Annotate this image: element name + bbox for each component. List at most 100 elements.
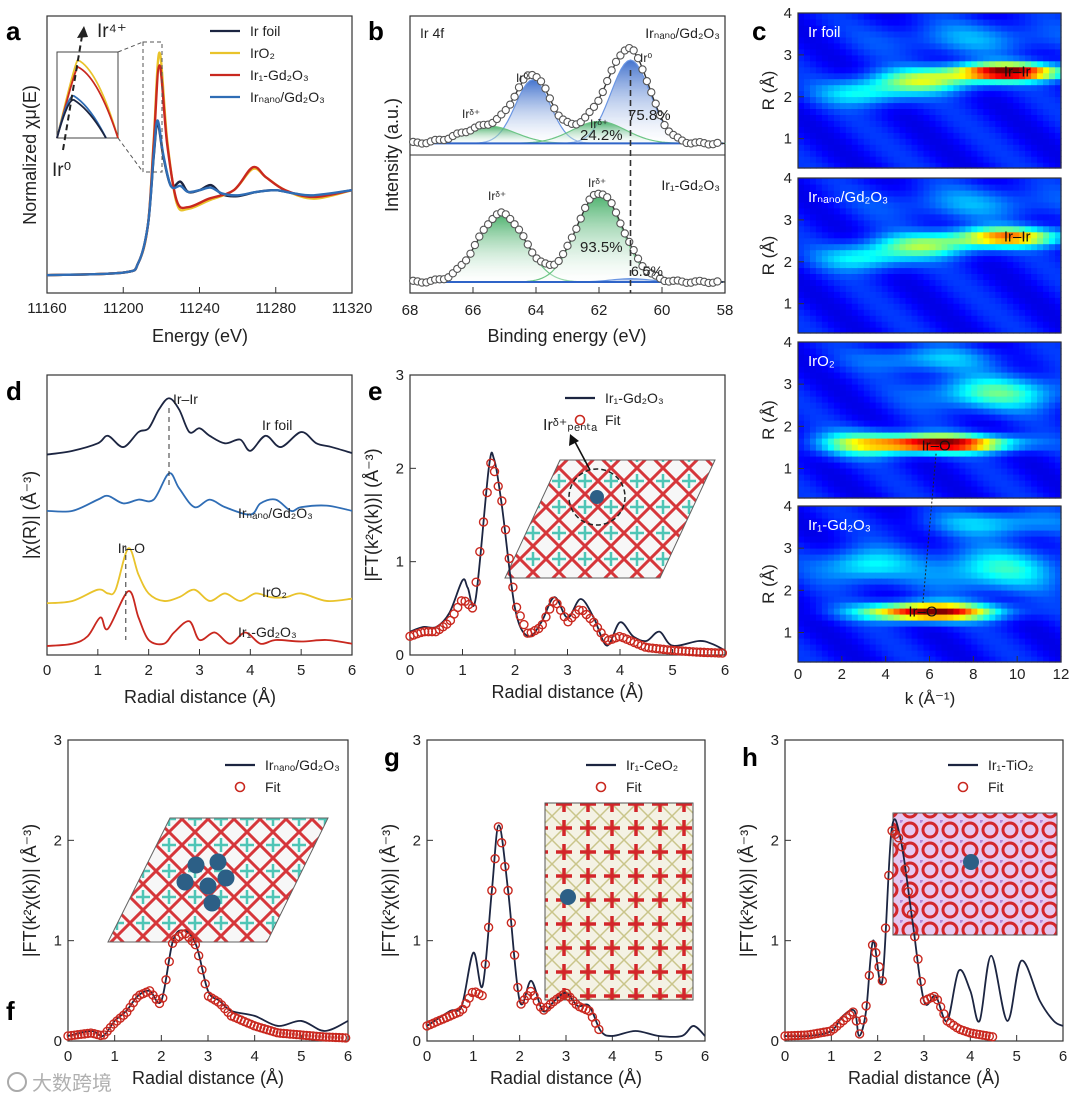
data-point bbox=[554, 256, 563, 266]
heatmap-cell bbox=[875, 219, 883, 227]
heatmap-cell bbox=[798, 321, 805, 328]
heatmap-cell bbox=[1019, 249, 1026, 257]
heatmap-cell bbox=[953, 396, 960, 403]
heatmap-cell bbox=[815, 184, 823, 191]
heatmap-cell bbox=[995, 201, 1002, 209]
heatmap-cell bbox=[804, 644, 811, 651]
heatmap-cell bbox=[798, 237, 805, 245]
heatmap-cell bbox=[839, 420, 847, 427]
heatmap-cell bbox=[839, 596, 847, 603]
heatmap-cell bbox=[1007, 456, 1014, 463]
heatmap-cell bbox=[804, 638, 811, 645]
heatmap-cell bbox=[875, 650, 883, 657]
heatmap-cell bbox=[857, 608, 865, 615]
data-point bbox=[567, 233, 577, 242]
heatmap-cell bbox=[1031, 414, 1038, 421]
heatmap-cell bbox=[947, 596, 954, 603]
heatmap-cell bbox=[1055, 126, 1062, 133]
heatmap-cell bbox=[959, 638, 966, 645]
heatmap-cell bbox=[869, 602, 877, 609]
heatmap-cell bbox=[857, 279, 865, 286]
heatmap-cell bbox=[1031, 560, 1038, 567]
heatmap-cell bbox=[815, 420, 823, 427]
heatmap-cell bbox=[827, 342, 835, 349]
heatmap-cell bbox=[881, 638, 889, 645]
heatmap-cell bbox=[833, 231, 841, 239]
heatmap-cell bbox=[798, 213, 805, 221]
heatmap-cell bbox=[965, 36, 972, 44]
heatmap-cell bbox=[887, 354, 895, 361]
legend-label: Ir₁-Gd₂O₃ bbox=[250, 67, 309, 83]
heatmap-cell bbox=[935, 348, 943, 355]
heatmap-cell bbox=[869, 468, 877, 475]
heatmap-cell bbox=[935, 321, 943, 328]
heatmap-cell bbox=[947, 518, 954, 525]
heatmap-cell bbox=[959, 390, 966, 397]
heatmap-cell bbox=[833, 354, 841, 361]
heatmap-cell bbox=[827, 590, 835, 597]
heatmap-cell bbox=[851, 72, 859, 80]
heatmap-cell bbox=[983, 132, 990, 139]
heatmap-cell bbox=[1019, 297, 1026, 304]
heatmap-cell bbox=[1031, 255, 1038, 263]
heatmap-cell bbox=[923, 518, 931, 525]
heatmap-cell bbox=[815, 249, 823, 257]
heatmap-cell bbox=[810, 468, 817, 475]
heatmap-cell bbox=[1025, 602, 1032, 609]
heatmap-cell bbox=[857, 108, 865, 115]
heatmap-cell bbox=[923, 66, 931, 74]
heatmap-cell bbox=[917, 273, 925, 280]
heatmap-cell bbox=[1013, 207, 1020, 215]
heatmap-cell bbox=[929, 572, 937, 579]
heatmap-cell bbox=[1049, 536, 1056, 543]
heatmap-cell bbox=[983, 530, 990, 537]
heatmap-cell bbox=[941, 584, 949, 591]
heatmap-cell bbox=[851, 548, 859, 555]
heatmap-cell bbox=[827, 195, 835, 203]
heatmap-cell bbox=[1025, 285, 1032, 292]
heatmap-cell bbox=[845, 396, 853, 403]
heatmap-cell bbox=[863, 480, 871, 487]
heatmap-cell bbox=[851, 42, 859, 50]
heatmap-cell bbox=[917, 530, 925, 537]
heatmap-cell bbox=[923, 90, 931, 98]
heatmap-cell bbox=[1013, 321, 1020, 328]
heatmap-cell bbox=[833, 620, 841, 627]
heatmap-cell bbox=[810, 486, 817, 493]
heatmap-cell bbox=[995, 390, 1002, 397]
heatmap-cell bbox=[971, 474, 978, 481]
heatmap-cell bbox=[917, 402, 925, 409]
heatmap-cell bbox=[947, 207, 954, 215]
heatmap-cell bbox=[923, 72, 931, 80]
heatmap-cell bbox=[881, 207, 889, 215]
heatmap-cell bbox=[1043, 542, 1050, 549]
inset-curve bbox=[56, 66, 119, 139]
heatmap-cell bbox=[839, 444, 847, 451]
heatmap-cell bbox=[1031, 566, 1038, 573]
heatmap-cell bbox=[851, 450, 859, 457]
heatmap-cell bbox=[893, 348, 901, 355]
heatmap-cell bbox=[1055, 213, 1062, 221]
heatmap-cell bbox=[1055, 114, 1062, 121]
heatmap-cell bbox=[1013, 626, 1020, 633]
heatmap-cell bbox=[905, 414, 913, 421]
heatmap-cell bbox=[839, 536, 847, 543]
heatmap-cell bbox=[965, 414, 972, 421]
heatmap-cell bbox=[815, 512, 823, 519]
heatmap-cell bbox=[887, 492, 895, 499]
heatmap-cell bbox=[977, 366, 984, 373]
heatmap-cell bbox=[875, 524, 883, 531]
heatmap-cell bbox=[827, 297, 835, 304]
heatmap-cell bbox=[815, 536, 823, 543]
heatmap-cell bbox=[1043, 480, 1050, 487]
heatmap-cell bbox=[887, 366, 895, 373]
heatmap-cell bbox=[833, 650, 841, 657]
heatmap-cell bbox=[923, 309, 931, 316]
heatmap-cell bbox=[893, 219, 901, 227]
heatmap-cell bbox=[845, 78, 853, 86]
heatmap-cell bbox=[989, 578, 996, 585]
heatmap-cell bbox=[1001, 614, 1008, 621]
heatmap-cell bbox=[1013, 291, 1020, 298]
heatmap-cell bbox=[977, 156, 984, 163]
heatmap-cell bbox=[923, 602, 931, 609]
